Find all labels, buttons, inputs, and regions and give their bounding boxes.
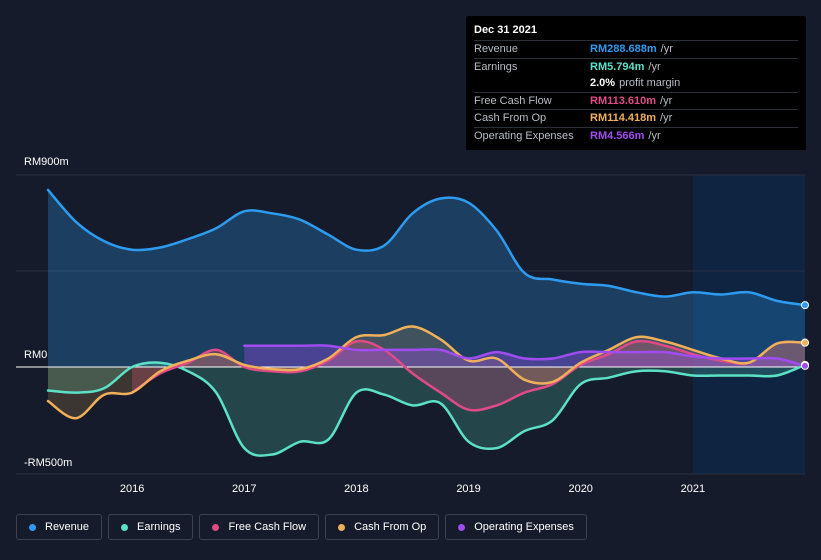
- tooltip-row-cash-from-op: Cash From Op RM114.418m /yr: [474, 109, 798, 127]
- tooltip-unit: /yr: [648, 129, 661, 142]
- tooltip-value: 2.0%: [590, 77, 616, 90]
- legend-operating-expenses[interactable]: Operating Expenses: [445, 514, 587, 540]
- tooltip-row-free-cash-flow: Free Cash Flow RM113.610m /yr: [474, 91, 798, 110]
- forecast-region: [692, 175, 805, 474]
- free-cash-flow-line: [130, 339, 807, 412]
- legend-dot-icon: [338, 523, 346, 531]
- legend-revenue[interactable]: Revenue: [16, 514, 103, 540]
- revenue-end-point: [801, 301, 809, 310]
- cash-from-op-end-point: [801, 338, 809, 347]
- tooltip-value: RM113.610m: [590, 94, 657, 107]
- revenue-line: [46, 188, 807, 307]
- tooltip-key: Free Cash Flow: [474, 94, 552, 107]
- plot-background: [16, 175, 805, 474]
- legend-dot-icon: [212, 523, 220, 531]
- data-tooltip: Dec 31 2021 Revenue RM288.688m /yr Earni…: [466, 16, 806, 150]
- x-tick-label: 2021: [681, 483, 705, 495]
- legend-label: Earnings: [137, 521, 181, 533]
- legend-earnings[interactable]: Earnings: [108, 514, 194, 540]
- legend-cash-from-op[interactable]: Cash From Op: [325, 514, 440, 540]
- operating-expenses-line: [243, 344, 807, 368]
- revenue-area: [48, 189, 805, 367]
- tooltip-unit: /yr: [660, 112, 673, 125]
- legend-label: Cash From Op: [354, 521, 427, 533]
- tooltip-date: Dec 31 2021: [474, 24, 537, 36]
- operating-expenses-end-point: [801, 361, 809, 370]
- legend-dot-icon: [29, 523, 36, 531]
- tooltip-unit: /yr: [660, 94, 673, 107]
- tooltip-row-operating-expenses: Operating Expenses RM4.566m /yr: [474, 126, 798, 145]
- legend-free-cash-flow[interactable]: Free Cash Flow: [199, 514, 320, 540]
- earnings-area: [48, 362, 805, 456]
- tooltip-key: Operating Expenses: [474, 129, 574, 142]
- tooltip-key: Cash From Op: [474, 112, 547, 125]
- tooltip-key: Earnings: [474, 60, 518, 73]
- y-axis-zero-label: RM0: [24, 349, 48, 361]
- tooltip-value: RM114.418m: [590, 112, 657, 125]
- y-axis-top-label: RM900m: [24, 156, 69, 168]
- x-tick-label: 2017: [232, 483, 256, 495]
- cash-from-op-line: [46, 325, 807, 420]
- x-tick-label: 2018: [344, 483, 368, 495]
- free-cash-flow-area: [132, 341, 806, 411]
- x-tick-label: 2019: [456, 483, 480, 495]
- y-axis-bottom-label: -RM500m: [24, 457, 73, 469]
- chart-legend: Revenue Earnings Free Cash Flow Cash Fro…: [16, 514, 587, 540]
- tooltip-value: RM5.794m: [590, 60, 645, 73]
- tooltip-unit: /yr: [648, 60, 661, 73]
- tooltip-value: RM288.688m: [590, 43, 657, 56]
- x-tick-label: 2020: [568, 483, 592, 495]
- tooltip-row-margin: 2.0% profit margin: [474, 75, 798, 92]
- tooltip-value: RM4.566m: [590, 129, 645, 142]
- legend-label: Free Cash Flow: [228, 521, 307, 533]
- tooltip-row-revenue: Revenue RM288.688m /yr: [474, 40, 798, 58]
- legend-dot-icon: [458, 523, 466, 531]
- tooltip-unit: profit margin: [619, 77, 681, 90]
- x-tick-label: 2016: [120, 483, 144, 495]
- tooltip-unit: /yr: [660, 43, 673, 56]
- tooltip-row-earnings: Earnings RM5.794m /yr: [474, 57, 798, 76]
- legend-label: Revenue: [45, 521, 90, 533]
- legend-dot-icon: [121, 523, 129, 531]
- tooltip-key: Revenue: [474, 43, 519, 56]
- legend-label: Operating Expenses: [474, 521, 574, 533]
